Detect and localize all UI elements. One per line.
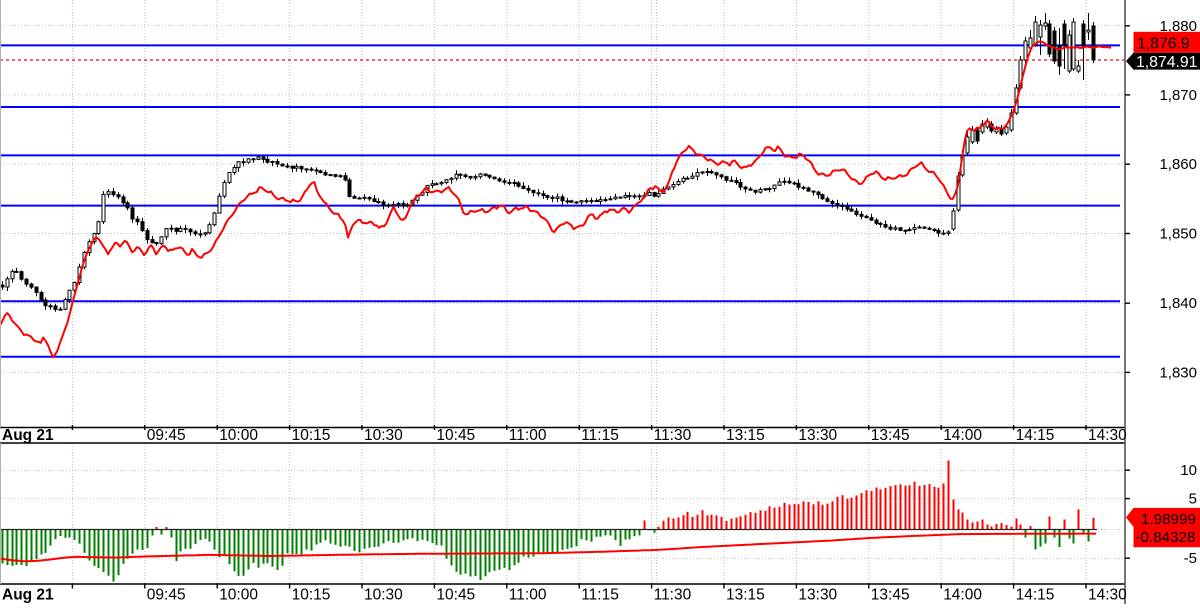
svg-text:1,850: 1,850 xyxy=(1159,226,1197,243)
svg-text:14:15: 14:15 xyxy=(1016,427,1055,444)
svg-text:10:30: 10:30 xyxy=(364,427,403,444)
svg-text:1,860: 1,860 xyxy=(1159,156,1197,173)
svg-text:1.98999: 1.98999 xyxy=(1141,511,1196,528)
svg-text:Aug 21: Aug 21 xyxy=(2,587,54,604)
svg-text:1,870: 1,870 xyxy=(1159,87,1197,104)
svg-text:-5: -5 xyxy=(1184,550,1197,567)
svg-text:14:15: 14:15 xyxy=(1016,587,1055,604)
svg-text:5: 5 xyxy=(1189,491,1197,508)
svg-text:13:45: 13:45 xyxy=(871,427,910,444)
svg-text:13:15: 13:15 xyxy=(726,587,765,604)
svg-text:11:00: 11:00 xyxy=(509,587,547,604)
svg-text:10:00: 10:00 xyxy=(219,587,258,604)
svg-text:14:00: 14:00 xyxy=(943,587,982,604)
svg-text:09:45: 09:45 xyxy=(147,587,186,604)
svg-text:11:30: 11:30 xyxy=(654,427,692,444)
svg-text:11:00: 11:00 xyxy=(509,427,547,444)
svg-text:10:15: 10:15 xyxy=(292,587,331,604)
svg-text:10:00: 10:00 xyxy=(219,427,258,444)
svg-text:-0.84328: -0.84328 xyxy=(1136,529,1196,546)
svg-text:13:45: 13:45 xyxy=(871,587,910,604)
svg-text:13:30: 13:30 xyxy=(798,427,837,444)
svg-text:11:15: 11:15 xyxy=(581,587,619,604)
svg-text:11:15: 11:15 xyxy=(581,427,619,444)
svg-text:14:30: 14:30 xyxy=(1088,427,1127,444)
svg-text:13:30: 13:30 xyxy=(798,587,837,604)
svg-text:1,830: 1,830 xyxy=(1159,364,1197,381)
svg-text:14:30: 14:30 xyxy=(1088,587,1127,604)
svg-text:10:30: 10:30 xyxy=(364,587,403,604)
svg-text:13:15: 13:15 xyxy=(726,427,765,444)
svg-text:1,874.91: 1,874.91 xyxy=(1136,54,1198,71)
svg-text:10:45: 10:45 xyxy=(436,427,475,444)
svg-text:1,876.9: 1,876.9 xyxy=(1137,35,1190,52)
svg-text:14:00: 14:00 xyxy=(943,427,982,444)
svg-text:10:45: 10:45 xyxy=(436,587,475,604)
svg-text:11:30: 11:30 xyxy=(654,587,692,604)
svg-text:10: 10 xyxy=(1180,462,1197,479)
svg-text:09:45: 09:45 xyxy=(147,427,186,444)
svg-text:1,840: 1,840 xyxy=(1159,295,1197,312)
svg-text:Aug 21: Aug 21 xyxy=(2,427,54,444)
svg-text:10:15: 10:15 xyxy=(292,427,331,444)
